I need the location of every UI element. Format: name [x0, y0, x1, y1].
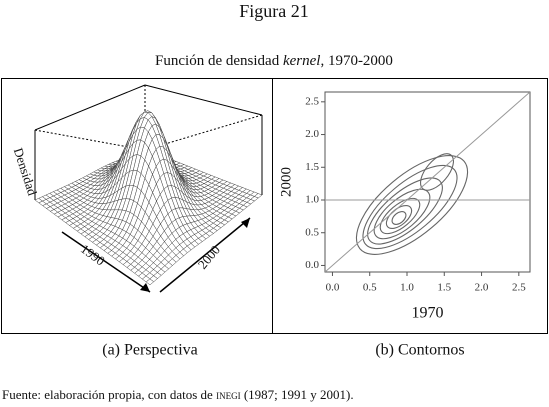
y-tick-label: 0.0: [305, 259, 319, 271]
source-part: (1987; 1991 y 2001).: [241, 387, 354, 402]
contour-plot: 0.0 0.5 1.0 1.5 2.0 2.5 0.0 0.5 1.0 1.5 2.0 2.5 1970…: [278, 91, 531, 322]
x-tick-label: 0.0: [326, 282, 340, 294]
contour-line: [391, 211, 407, 225]
frame: [1, 78, 548, 334]
box-edge: [34, 84, 146, 131]
surface-cell: [145, 278, 155, 286]
source-part: inegi: [216, 387, 241, 402]
x-tick-label: 2.5: [512, 282, 526, 294]
source-part: Fuente: elaboración propia, con datos de: [2, 387, 216, 402]
plot-box: [324, 91, 531, 273]
figure-title: Función de densidad kernel, 1970-2000: [155, 53, 393, 69]
title-part: , 1970-2000: [320, 53, 393, 69]
source-note: Fuente: elaboración propia, con datos de…: [2, 387, 354, 402]
axis-arrowhead: [241, 218, 250, 228]
diagonal-line: [325, 92, 530, 272]
axis-arrow: [61, 231, 151, 293]
contour-line: [379, 197, 421, 235]
x-tick-label: 1.5: [437, 282, 451, 294]
contour-line: [362, 164, 458, 250]
contour-line: [385, 205, 413, 229]
axis-label: Densidad: [11, 146, 41, 198]
y-axis-label: 2000: [278, 167, 294, 197]
contour-line: [355, 155, 469, 255]
axis-arrow: [159, 217, 251, 293]
contours: [355, 153, 469, 255]
contour-line: [419, 153, 455, 191]
x-tick-label: 2.0: [475, 282, 489, 294]
figure-label: Figura 21: [239, 1, 309, 21]
y-tick-label: 1.0: [305, 194, 319, 206]
box-edge: [144, 84, 263, 116]
title-part: Función de densidad: [155, 53, 283, 69]
x-axis-label: 1970: [412, 305, 444, 322]
axis-arrowhead: [140, 283, 150, 292]
x-tick-label: 0.5: [363, 282, 377, 294]
y-tick-label: 0.5: [305, 226, 319, 238]
y-tick-label: 1.5: [305, 161, 319, 173]
axis-label: 2000: [195, 242, 223, 272]
title-part: kernel: [283, 53, 320, 69]
caption: (b) Contornos: [375, 342, 464, 359]
caption: (a) Perspectiva: [102, 342, 198, 359]
y-tick-label: 2.5: [305, 95, 319, 107]
contour-line: [373, 188, 431, 240]
x-tick-label: 1.0: [400, 282, 414, 294]
y-tick-label: 2.0: [305, 128, 319, 140]
contour-line: [367, 177, 443, 245]
